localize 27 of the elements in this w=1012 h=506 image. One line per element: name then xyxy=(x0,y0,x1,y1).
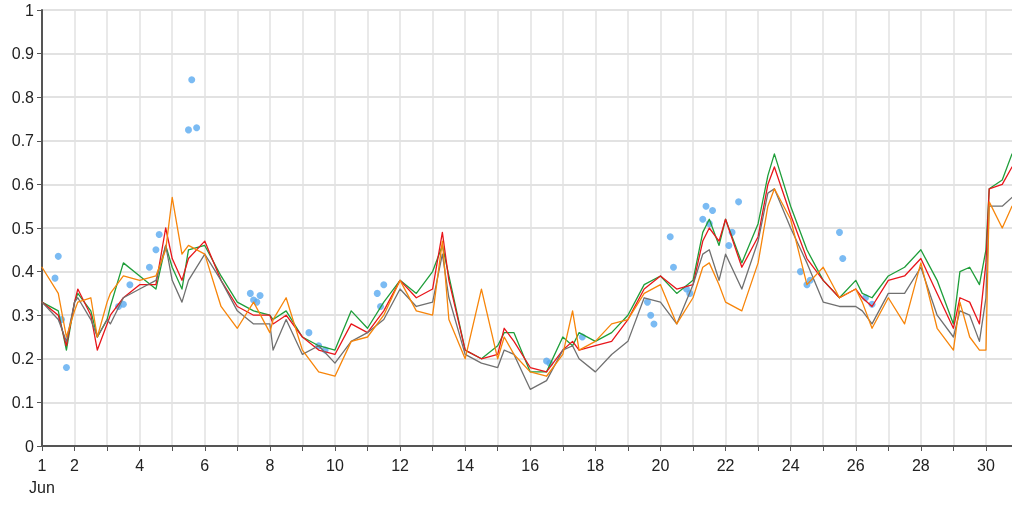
y-tick-label: 0.7 xyxy=(11,132,35,150)
x-tick-label: 18 xyxy=(586,456,605,474)
y-tick-label: 0.8 xyxy=(11,88,35,106)
x-tick-label: 16 xyxy=(521,456,540,474)
x-tick-label: 30 xyxy=(977,456,995,474)
y-tick-label: 0.9 xyxy=(11,45,35,63)
y-tick-label: 0.4 xyxy=(11,263,35,281)
x-tick-label: 4 xyxy=(135,456,145,474)
x-tick-label: 22 xyxy=(716,456,735,474)
y-tick-label: 0 xyxy=(25,437,35,455)
x-tick-label: 24 xyxy=(781,456,800,474)
x-tick-label: 10 xyxy=(326,456,344,474)
y-tick-label: 0.3 xyxy=(11,306,35,324)
x-tick-label: 2 xyxy=(70,456,80,474)
x-tick-label: 1 Jun xyxy=(29,456,55,496)
x-tick-label: 14 xyxy=(456,456,475,474)
x-tick-label: 12 xyxy=(391,456,410,474)
y-tick-label: 1 xyxy=(25,1,35,19)
x-tick-label: 8 xyxy=(265,456,275,474)
y-tick-label: 0.5 xyxy=(11,219,35,237)
y-tick-label: 0.6 xyxy=(11,175,35,193)
y-tick-label: 0.2 xyxy=(11,350,35,368)
y-tick-label: 0.1 xyxy=(11,393,35,411)
x-tick-label: 6 xyxy=(200,456,210,474)
x-tick-label: 20 xyxy=(651,456,670,474)
x-tick-label: 26 xyxy=(846,456,865,474)
x-tick-label: 28 xyxy=(911,456,930,474)
